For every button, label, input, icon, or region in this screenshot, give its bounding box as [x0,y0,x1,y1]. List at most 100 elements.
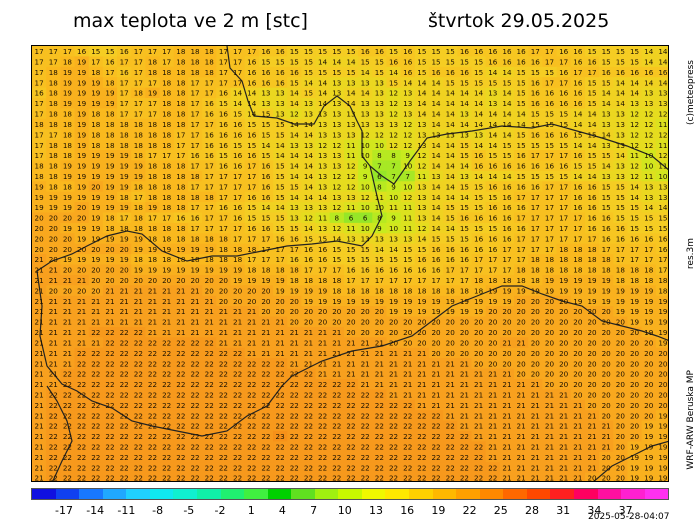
temperature-cell [584,98,600,109]
temperature-value: 13 [403,234,412,243]
temperature-cell [400,118,416,130]
temperature-value: 19 [120,182,130,191]
temperature-value: 20 [573,307,583,316]
temperature-cell [584,46,600,57]
temperature-value: 14 [431,78,441,87]
temperature-value: 15 [602,182,611,191]
temperature-value: 17 [460,266,469,275]
temperature-value: 21 [77,297,86,306]
temperature-cell [655,306,668,318]
temperature-cell [372,326,387,338]
temperature-cell [471,56,487,68]
temperature-value: 13 [332,162,341,171]
temperature-value: 20 [63,214,73,223]
temperature-value: 17 [531,151,540,160]
temperature-cell [145,56,161,68]
temperature-value: 15 [559,141,568,150]
temperature-value: 21 [35,266,44,275]
temperature-value: 20 [49,245,59,254]
temperature-value: 16 [233,214,243,223]
temperature-value: 14 [417,89,427,98]
temperature-cell [514,98,529,109]
temperature-value: 22 [134,411,143,420]
temperature-value: 18 [148,172,158,181]
temperature-cell [542,129,558,141]
temperature-value: 16 [460,245,470,254]
temperature-cell [102,389,118,401]
temperature-cell [613,358,628,370]
temperature-value: 16 [502,203,512,212]
temperature-value: 19 [219,266,229,275]
temperature-value: 22 [276,443,285,452]
temperature-cell [655,274,668,286]
temperature-cell [230,46,246,57]
temperature-cell [230,378,246,390]
temperature-cell [102,87,118,99]
temperature-value: 21 [63,338,72,347]
temperature-cell [117,191,132,203]
temperature-cell [358,170,373,182]
temperature-cell [131,56,146,68]
temperature-value: 19 [120,172,130,181]
temperature-cell [244,77,260,89]
temperature-cell [386,222,402,234]
temperature-cell [60,243,76,255]
temperature-cell [145,139,161,151]
temperature-cell [117,347,132,359]
temperature-value: 20 [602,390,612,399]
temperature-cell [655,129,668,141]
temperature-cell [60,46,76,57]
temperature-value: 21 [304,338,313,347]
temperature-value: 18 [162,68,172,77]
temperature-value: 22 [318,411,327,420]
temperature-value: 21 [488,422,497,431]
temperature-value: 17 [120,99,129,108]
temperature-value: 22 [148,401,157,410]
temperature-value: 7 [377,162,382,171]
temperature-value: 21 [545,401,554,410]
temperature-cell [258,295,274,307]
temperature-cell [485,139,501,151]
temperature-value: 15 [474,203,483,212]
temperature-value: 14 [261,203,271,212]
temperature-cell [471,264,487,276]
temperature-value: 16 [602,234,612,243]
temperature-value: 16 [403,58,413,67]
temperature-cell [414,77,430,89]
temperature-cell [372,295,387,307]
temperature-value: 16 [375,47,385,56]
temperature-value: 20 [261,286,271,295]
temperature-cell [315,150,331,161]
temperature-cell [131,285,146,297]
temperature-cell [499,170,515,182]
temperature-cell [613,129,628,141]
temperature-cell [499,347,515,359]
temperature-cell [499,222,515,234]
temperature-value: 19 [658,453,668,462]
temperature-cell [187,118,203,130]
temperature-value: 19 [318,286,328,295]
temperature-value: 17 [190,130,199,139]
temperature-cell [528,306,543,318]
temperature-value: 21 [261,338,270,347]
temperature-value: 14 [616,151,626,160]
temperature-cell [627,181,643,193]
temperature-cell [287,160,302,172]
temperature-value: 20 [290,318,300,327]
temperature-value: 15 [276,120,285,129]
temperature-cell [343,316,359,328]
temperature-cell [216,202,231,213]
temperature-value: 17 [205,182,214,191]
temperature-value: 17 [247,172,256,181]
temperature-value: 21 [517,411,526,420]
temperature-value: 14 [446,151,456,160]
temperature-cell [655,118,668,130]
temperature-cell [428,358,444,370]
temperature-cell [230,170,246,182]
temperature-cell [202,295,217,307]
color-scale-swatch [126,489,150,499]
temperature-cell [428,233,444,245]
temperature-value: 22 [162,453,171,462]
temperature-value: 21 [375,380,384,389]
temperature-value: 17 [276,255,285,264]
